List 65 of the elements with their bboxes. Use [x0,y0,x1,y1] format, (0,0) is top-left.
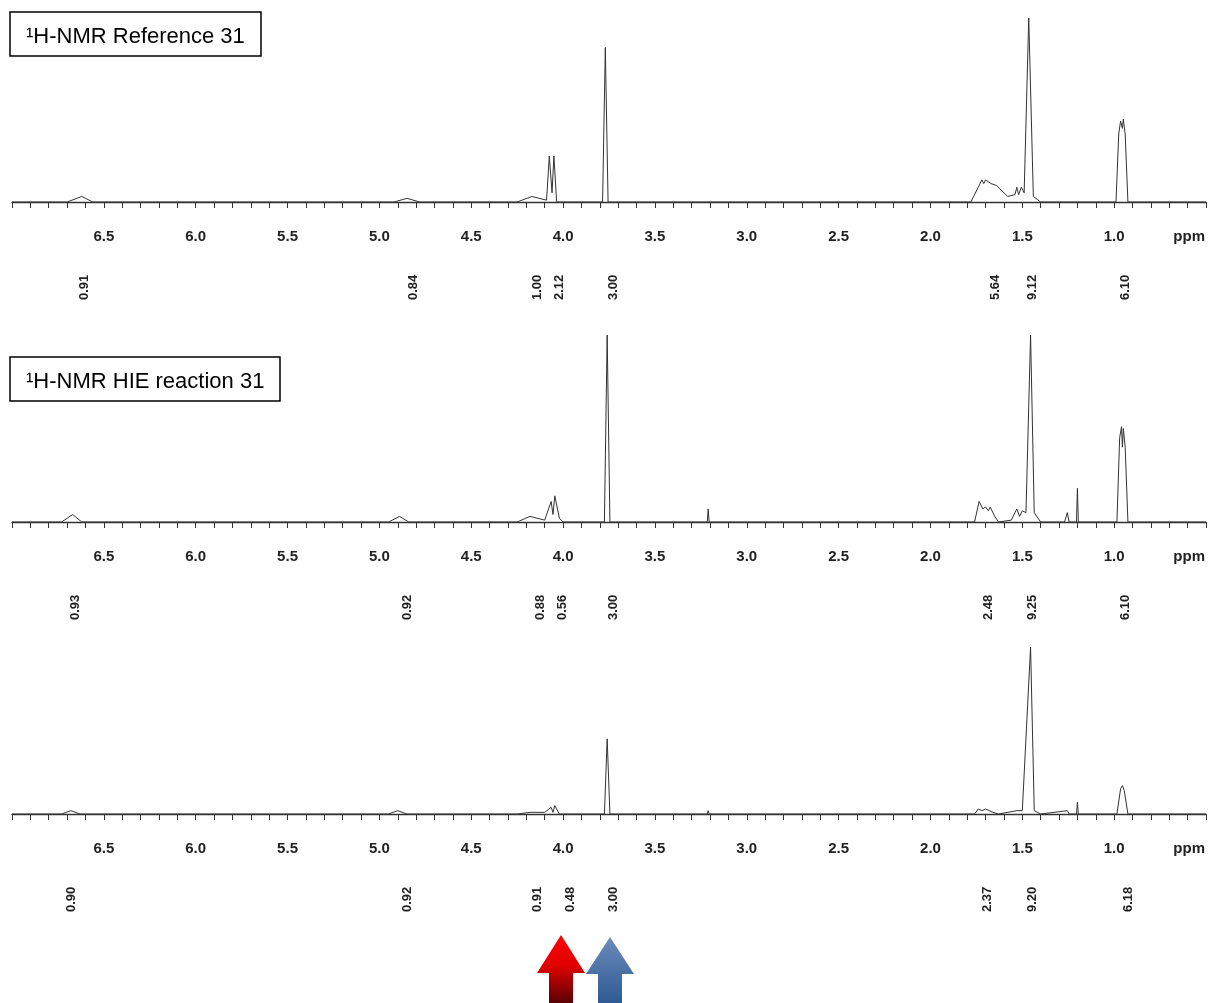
x-axis-title: ppm [1173,547,1206,564]
x-tick-label: 3.5 [644,839,666,856]
text: ¹H-NMR HIE reaction 31 [26,367,265,393]
x-tick-label: 3.5 [644,547,666,564]
text: 2.12 [550,274,566,300]
text: 0.92 [398,886,414,912]
x-tick-label: 2.5 [828,227,850,244]
text: 5.64 [986,273,1002,300]
text: 0.88 [531,594,547,620]
text: 1.00 [528,274,544,300]
x-tick-label: 4.5 [460,227,482,244]
text: 6.18 [1119,886,1135,912]
x-tick-label: 3.0 [736,839,758,856]
text: 0.48 [561,886,577,912]
x-tick-label: 2.5 [828,547,850,564]
text: 6.10 [1116,594,1132,620]
x-tick-label: 5.5 [277,547,298,564]
x-tick-label: 3.5 [644,227,666,244]
text: 0.84 [404,273,420,300]
text: 6.10 [1116,274,1132,300]
x-tick-label: 4.0 [552,839,574,856]
x-tick-label: 1.5 [1011,227,1033,244]
text: 2.48 [979,594,995,620]
x-tick-label: 6.5 [93,547,115,564]
x-tick-label: 6.5 [93,227,115,244]
x-tick-label: 1.0 [1103,227,1125,244]
text: 0.90 [62,886,78,912]
x-tick-label: 6.5 [93,839,115,856]
x-tick-label: 5.0 [368,839,390,856]
x-tick-label: 5.0 [368,547,390,564]
text: 0.92 [398,594,414,620]
chart-title: ¹H-NMR Reference 31 [26,22,245,48]
x-tick-label: 1.0 [1103,839,1125,856]
x-tick-label: 4.5 [460,839,482,856]
text: 0.56 [553,594,569,620]
x-axis-title: ppm [1173,839,1206,856]
text: 3.00 [604,274,620,300]
text: 9.12 [1023,274,1039,300]
text: 0.93 [66,594,82,620]
x-tick-label: 2.0 [920,839,941,856]
text: 2.37 [978,886,994,912]
x-tick-label: 3.0 [736,547,758,564]
x-tick-label: 6.0 [185,839,207,856]
x-tick-label: 6.0 [185,227,207,244]
x-tick-label: 4.0 [552,547,574,564]
x-tick-label: 1.5 [1011,839,1033,856]
text: 9.25 [1023,594,1039,620]
x-tick-label: 5.5 [277,839,298,856]
x-tick-label: 2.0 [920,547,941,564]
x-tick-label: 5.5 [277,227,298,244]
x-tick-label: 2.5 [828,839,850,856]
x-tick-label: 5.0 [368,227,390,244]
text: 3.00 [604,886,620,912]
x-tick-label: 1.5 [1011,547,1033,564]
text: 9.20 [1023,886,1039,912]
x-tick-label: 4.5 [460,547,482,564]
text: 0.91 [75,274,91,300]
x-tick-label: 1.0 [1103,547,1125,564]
text: 0.91 [528,886,544,912]
text: 3.00 [604,594,620,620]
x-tick-label: 2.0 [920,227,941,244]
x-axis-title: ppm [1173,227,1206,244]
x-tick-label: 6.0 [185,547,207,564]
x-tick-label: 3.0 [736,227,758,244]
x-tick-label: 4.0 [552,227,574,244]
